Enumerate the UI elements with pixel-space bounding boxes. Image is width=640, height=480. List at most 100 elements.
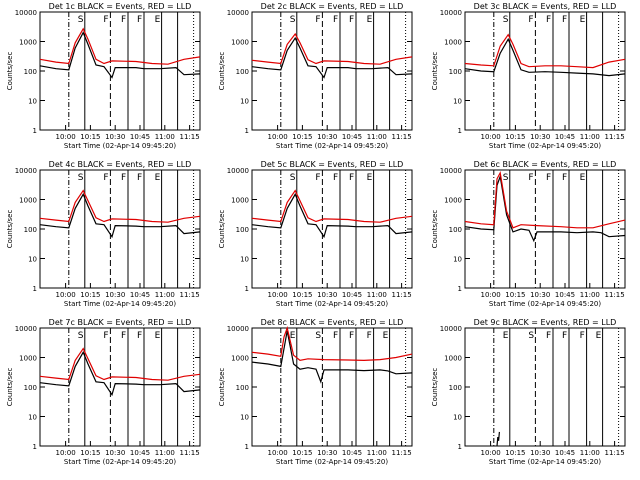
x-tick-label: 11:00 xyxy=(580,133,600,141)
x-tick-label: 10:15 xyxy=(292,291,312,299)
x-tick-label: 11:00 xyxy=(367,133,387,141)
y-tick-label: 1 xyxy=(458,285,462,293)
series-line-lld xyxy=(251,32,413,65)
x-tick-label: 10:15 xyxy=(505,133,525,141)
series-line-lld xyxy=(39,27,201,65)
event-marker-letter: F xyxy=(333,331,338,341)
y-tick-label: 10 xyxy=(240,414,249,422)
series-line-lld xyxy=(251,325,413,362)
y-tick-label: 10000 xyxy=(440,167,462,175)
y-axis-label: Counts/sec xyxy=(6,368,14,407)
y-tick-label: 10000 xyxy=(227,325,249,333)
y-axis-label: Counts/sec xyxy=(218,210,226,249)
y-tick-label: 10 xyxy=(28,256,37,264)
y-axis-label: Counts/sec xyxy=(431,52,439,91)
event-marker-letter: E xyxy=(580,173,586,183)
chart-title: Det 7c BLACK = Events, RED = LLD xyxy=(49,318,192,327)
x-axis-label: Start Time (02-Apr-14 09:45:20) xyxy=(489,300,601,308)
plot-frame xyxy=(39,11,201,131)
series-line-events xyxy=(464,37,626,77)
x-tick-label: 10:00 xyxy=(268,449,288,457)
chart-title: Det 8c BLACK = Events, RED = LLD xyxy=(261,318,404,327)
event-marker-letter: S xyxy=(528,331,534,341)
y-tick-label: 1000 xyxy=(19,355,37,363)
x-tick-label: 11:15 xyxy=(392,133,412,141)
event-marker-letter: F xyxy=(367,331,372,341)
y-tick-label: 1 xyxy=(458,127,462,135)
series-line-lld xyxy=(39,347,201,381)
event-marker-letter: F xyxy=(562,173,567,183)
x-tick-label: 10:30 xyxy=(317,133,337,141)
x-tick-label: 10:30 xyxy=(105,291,125,299)
x-tick-label: 10:30 xyxy=(105,133,125,141)
x-tick-label: 11:15 xyxy=(605,291,625,299)
event-marker-letter: S xyxy=(78,173,84,183)
x-tick-label: 10:00 xyxy=(56,133,76,141)
x-tick-label: 10:30 xyxy=(530,449,550,457)
y-tick-label: 100 xyxy=(24,226,37,234)
y-axis-label: Counts/sec xyxy=(431,368,439,407)
y-tick-label: 1 xyxy=(245,443,249,451)
series-line-lld xyxy=(39,189,201,223)
event-marker-letter: F xyxy=(103,15,108,25)
event-marker-letter: E xyxy=(367,15,373,25)
x-tick-label: 10:30 xyxy=(530,133,550,141)
x-tick-label: 10:00 xyxy=(481,291,501,299)
x-tick-label: 11:15 xyxy=(605,449,625,457)
x-tick-label: 10:15 xyxy=(80,291,100,299)
y-tick-label: 100 xyxy=(236,68,249,76)
x-tick-label: 10:15 xyxy=(80,449,100,457)
event-marker-letter: F xyxy=(546,15,551,25)
event-marker-letter: F xyxy=(333,173,338,183)
x-tick-label: 10:30 xyxy=(317,291,337,299)
x-axis-label: Start Time (02-Apr-14 09:45:20) xyxy=(489,458,601,466)
x-tick-label: 11:00 xyxy=(155,133,175,141)
y-tick-label: 10000 xyxy=(227,9,249,17)
x-tick-label: 11:00 xyxy=(155,449,175,457)
y-tick-label: 1000 xyxy=(231,355,249,363)
y-tick-label: 10 xyxy=(453,414,462,422)
series-line-events xyxy=(39,350,201,397)
series-line-events xyxy=(251,36,413,79)
x-tick-label: 10:15 xyxy=(292,449,312,457)
event-marker-letter: F xyxy=(121,331,126,341)
event-marker-letter: F xyxy=(580,331,585,341)
x-tick-label: 10:45 xyxy=(342,449,362,457)
chart-title: Det 1c BLACK = Events, RED = LLD xyxy=(49,2,192,11)
event-marker-letter: F xyxy=(546,331,551,341)
event-marker-letter: F xyxy=(562,331,567,341)
event-marker-letter: F xyxy=(528,173,533,183)
event-marker-letter: S xyxy=(503,173,509,183)
y-tick-label: 10000 xyxy=(440,9,462,17)
x-tick-label: 10:45 xyxy=(130,449,150,457)
event-marker-letter: F xyxy=(349,173,354,183)
x-axis-label: Start Time (02-Apr-14 09:45:20) xyxy=(276,300,388,308)
chart-title: Det 6c BLACK = Events, RED = LLD xyxy=(474,160,617,169)
event-marker-letter: E xyxy=(503,331,509,341)
x-tick-label: 10:15 xyxy=(505,449,525,457)
x-axis-label: Start Time (02-Apr-14 09:45:20) xyxy=(64,300,176,308)
event-marker-letter: F xyxy=(103,331,108,341)
event-marker-letter: E xyxy=(155,173,161,183)
y-tick-label: 1 xyxy=(245,127,249,135)
x-tick-label: 10:00 xyxy=(56,449,76,457)
x-tick-label: 10:00 xyxy=(481,449,501,457)
x-tick-label: 11:00 xyxy=(155,291,175,299)
series-line-events xyxy=(39,31,201,79)
event-marker-letter: F xyxy=(103,173,108,183)
y-tick-label: 1 xyxy=(33,127,37,135)
x-axis-label: Start Time (02-Apr-14 09:45:20) xyxy=(64,458,176,466)
x-tick-label: 11:15 xyxy=(605,133,625,141)
x-tick-label: 11:15 xyxy=(180,291,200,299)
x-tick-label: 10:45 xyxy=(555,133,575,141)
y-tick-label: 10000 xyxy=(15,9,37,17)
y-tick-label: 1000 xyxy=(231,39,249,47)
event-marker-letter: F xyxy=(562,15,567,25)
series-line-events xyxy=(251,192,413,239)
plot-frame xyxy=(251,169,413,289)
plot-frame xyxy=(39,169,201,289)
x-tick-label: 10:00 xyxy=(56,291,76,299)
x-tick-label: 10:00 xyxy=(268,291,288,299)
x-tick-label: 10:15 xyxy=(80,133,100,141)
x-tick-label: 11:00 xyxy=(580,449,600,457)
